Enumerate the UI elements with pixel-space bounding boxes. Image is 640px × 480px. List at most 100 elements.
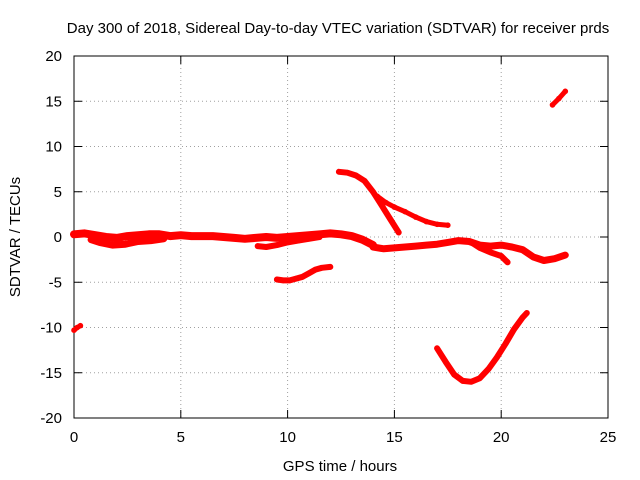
data-point [477, 375, 483, 382]
data-point [524, 310, 530, 316]
data-point [274, 242, 280, 248]
data-point [445, 239, 451, 246]
data-point [378, 202, 385, 209]
data-point [160, 236, 167, 242]
data-point [284, 234, 291, 240]
data-point [468, 379, 475, 385]
data-point [199, 233, 205, 239]
data-point [286, 277, 293, 284]
data-point [353, 172, 359, 179]
data-point [274, 276, 280, 283]
data-point [395, 229, 402, 236]
data-point [148, 237, 154, 244]
y-tick-label: -5 [49, 274, 62, 291]
x-tick-label: 20 [493, 429, 510, 446]
data-point [252, 235, 259, 241]
data-point [327, 230, 334, 237]
series-track-u-shape [434, 310, 530, 385]
y-tick-label: -15 [40, 365, 62, 382]
data-point [327, 264, 334, 270]
data-point [312, 266, 319, 273]
data-point [380, 246, 387, 252]
data-point [530, 254, 536, 260]
data-point [442, 359, 449, 365]
data-point [103, 234, 109, 240]
data-point [306, 270, 312, 277]
data-point [306, 236, 312, 242]
data-point [263, 234, 270, 240]
data-point [361, 178, 368, 184]
y-tick-label: -10 [40, 320, 62, 337]
axis-ticks: 0 5 10 15 20 25 -20 -15 -10 -5 0 5 10 15 20 [40, 48, 616, 446]
data-point [402, 208, 408, 215]
data-point [423, 218, 430, 225]
data-point [468, 239, 475, 246]
data-point [413, 243, 419, 249]
data-point [391, 245, 398, 251]
data-point [92, 232, 99, 238]
data-point [113, 235, 120, 241]
data-point [316, 234, 323, 240]
data-point [81, 230, 88, 237]
x-tick-label: 10 [279, 429, 296, 446]
data-point [487, 249, 494, 256]
data-point [242, 236, 248, 242]
x-tick-label: 0 [70, 429, 78, 446]
x-tick-label: 15 [386, 429, 403, 446]
data-point [562, 252, 569, 258]
data-point [556, 95, 562, 102]
data-point [509, 244, 515, 250]
y-tick-label: 20 [45, 48, 62, 65]
data-point [504, 259, 511, 266]
data-point [370, 189, 376, 195]
data-point [374, 193, 381, 200]
data-point [344, 169, 351, 176]
data-point [487, 243, 494, 249]
data-point [263, 244, 270, 250]
data-point [124, 233, 131, 239]
data-point [519, 314, 526, 321]
y-axis-label: SDTVAR / TECUs [7, 177, 24, 297]
data-point [494, 354, 500, 361]
data-point [231, 235, 237, 241]
data-point [167, 233, 173, 239]
data-point [336, 169, 342, 175]
data-point [359, 236, 366, 243]
data-point [122, 241, 129, 247]
data-point [96, 239, 103, 246]
data-point [274, 235, 280, 241]
data-point [295, 237, 302, 244]
data-point [460, 378, 466, 384]
data-point [319, 265, 325, 271]
data-point [88, 236, 94, 243]
x-tick-label: 5 [177, 429, 185, 446]
data-point [348, 233, 355, 239]
data-point [280, 277, 287, 284]
data-point [434, 241, 440, 247]
data-point [387, 216, 393, 222]
data-point [293, 275, 299, 282]
data-point [445, 222, 451, 228]
data-point [210, 233, 216, 239]
data-point [511, 326, 517, 333]
y-tick-label: -20 [40, 410, 62, 427]
data-point [254, 243, 261, 249]
data-point [402, 244, 408, 250]
x-tick-label: 25 [600, 429, 617, 446]
series-group [70, 88, 569, 385]
data-point [135, 238, 141, 245]
data-point [455, 237, 462, 244]
y-tick-label: 10 [45, 139, 62, 156]
data-point [220, 234, 227, 240]
data-point [413, 214, 419, 220]
data-point [434, 221, 440, 228]
data-point [562, 88, 569, 95]
chart-title: Day 300 of 2018, Sidereal Day-to-day VTE… [67, 20, 609, 37]
data-point [299, 274, 306, 280]
data-point [284, 239, 291, 246]
data-point [71, 231, 77, 238]
data-point [135, 232, 141, 238]
data-point [498, 253, 505, 259]
data-point [551, 255, 558, 262]
data-point [434, 345, 440, 352]
